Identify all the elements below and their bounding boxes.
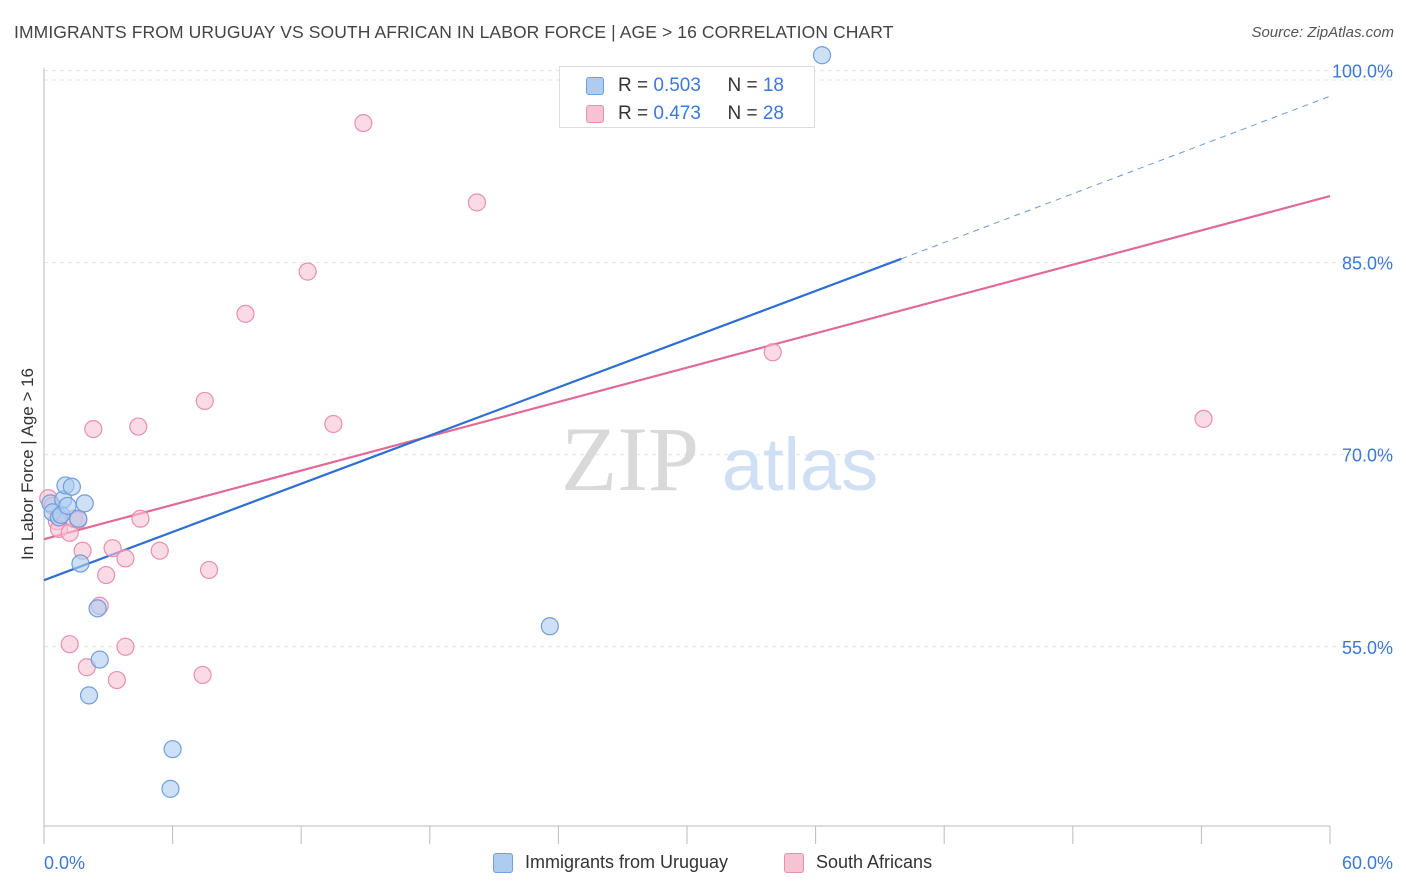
point-south-africans: [354, 113, 373, 133]
point-south-africans: [763, 343, 782, 362]
y-tick-label: 100.0%: [1332, 62, 1393, 82]
point-south-africans: [236, 304, 255, 323]
point-south-africans: [467, 193, 487, 212]
legend-n-value-uruguay: 18: [762, 75, 784, 96]
point-uruguay: [540, 617, 559, 636]
y-tick-label: 70.0%: [1342, 446, 1393, 466]
bottom-legend-label-uruguay: Immigrants from Uruguay: [525, 852, 729, 872]
legend-swatch-uruguay: [586, 77, 604, 95]
bottom-legend-south-africans: South Africans: [784, 852, 932, 873]
legend-r-value-uruguay: 0.503: [653, 75, 701, 96]
point-uruguay: [69, 509, 88, 528]
point-uruguay: [90, 650, 109, 669]
legend-r-label: R =: [618, 75, 654, 96]
point-south-africans: [150, 541, 169, 560]
point-uruguay: [62, 477, 81, 496]
point-south-africans: [60, 635, 79, 654]
point-south-africans: [195, 391, 214, 411]
source-label: Source: ZipAtlas.com: [1251, 24, 1394, 41]
legend-swatch-south-africans: [586, 105, 604, 123]
bottom-legend-label-south-africans: South Africans: [816, 852, 933, 872]
tick-labels: 55.0% 70.0% 85.0% 100.0% 0.0% 60.0%: [44, 62, 1393, 873]
point-uruguay: [71, 554, 90, 573]
point-south-africans: [84, 419, 103, 439]
point-uruguay: [812, 46, 832, 65]
legend-r-label: R =: [618, 103, 654, 124]
y-axis-label: In Labor Force | Age > 16: [18, 367, 37, 560]
axes: [43, 68, 1331, 844]
point-south-africans: [129, 417, 148, 436]
bottom-legend-swatch-uruguay: [493, 852, 513, 873]
point-uruguay: [79, 686, 99, 705]
trend-lines: [43, 95, 1331, 582]
point-south-africans: [107, 670, 126, 690]
bottom-legend-swatch-south-africans: [784, 852, 804, 873]
bottom-legend-uruguay: Immigrants from Uruguay: [493, 852, 728, 873]
watermark-zip: ZIP: [561, 408, 699, 510]
chart-title: IMMIGRANTS FROM URUGUAY VS SOUTH AFRICAN…: [14, 22, 894, 42]
point-south-africans: [97, 565, 116, 585]
point-south-africans: [131, 509, 150, 528]
y-tick-label: 85.0%: [1342, 254, 1393, 274]
point-south-africans: [1194, 409, 1213, 428]
point-uruguay: [88, 599, 107, 618]
points-uruguay: [41, 46, 832, 798]
points-south-africans: [39, 113, 1213, 690]
legend-n-label: N =: [727, 75, 763, 96]
x-tick-label-max: 60.0%: [1342, 853, 1393, 873]
point-uruguay: [161, 779, 180, 798]
point-south-africans: [324, 414, 343, 434]
point-south-africans: [116, 549, 135, 568]
trend-line-uruguay: [43, 257, 902, 582]
legend-n-label: N =: [727, 103, 763, 124]
trend-line-south-africans: [43, 195, 1331, 541]
point-south-africans: [199, 560, 219, 580]
watermark-atlas: atlas: [722, 423, 878, 506]
point-south-africans: [103, 539, 122, 558]
point-south-africans: [116, 637, 135, 656]
point-uruguay: [75, 494, 94, 513]
legend-n-value-south-africans: 28: [762, 103, 784, 124]
legend-correlation: R = 0.503 N = 18 R = 0.473 N = 28: [559, 66, 815, 128]
trend-line-uruguay-extension: [901, 95, 1331, 260]
point-south-africans: [298, 262, 317, 281]
point-south-africans: [193, 665, 212, 685]
x-tick-label-min: 0.0%: [44, 853, 85, 873]
legend-r-value-south-africans: 0.473: [653, 103, 701, 124]
y-tick-label: 55.0%: [1342, 638, 1393, 658]
point-uruguay: [163, 740, 182, 759]
